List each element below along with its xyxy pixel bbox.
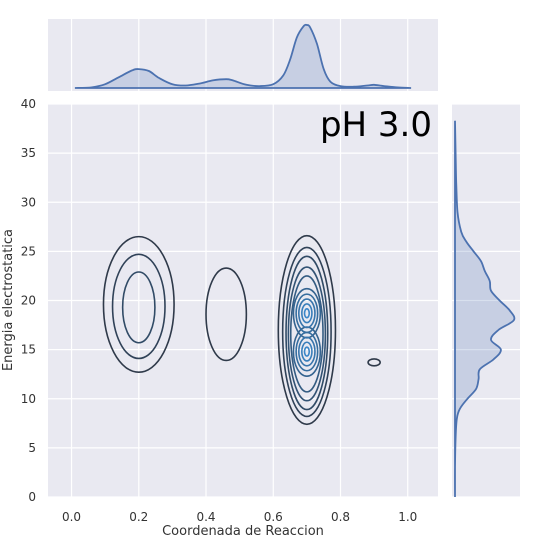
contour-line (301, 341, 313, 362)
y-tick-label: 35 (21, 146, 36, 160)
top-marginal-kde (74, 23, 412, 89)
y-tick-labels: 0 5 10 15 20 25 30 35 40 (21, 97, 36, 504)
right-marginal-grid (452, 103, 520, 498)
contour-line (287, 266, 327, 402)
x-tick-label: 0.6 (264, 510, 283, 524)
y-tick-label: 5 (28, 441, 36, 455)
contour-line (102, 235, 175, 374)
y-tick-label: 25 (21, 244, 36, 258)
x-tick-label: 0.0 (62, 510, 81, 524)
x-tick-label: 1.0 (398, 510, 417, 524)
contour-line (277, 234, 337, 426)
y-tick-label: 0 (28, 490, 36, 504)
ph-annotation: pH 3.0 (320, 105, 432, 145)
contour-line (303, 346, 311, 357)
contour-line (121, 271, 156, 344)
x-tick-label: 0.4 (196, 510, 215, 524)
y-tick-label: 10 (21, 392, 36, 406)
x-tick-label: 0.8 (331, 510, 350, 524)
top-marginal-panel (48, 19, 438, 91)
kde-contours (102, 234, 381, 426)
contour-line (301, 303, 313, 324)
y-axis-label: Energia electrostatica (1, 229, 16, 371)
top-marginal-grid (70, 19, 409, 91)
contour-line (205, 267, 248, 362)
contour-line (298, 298, 316, 329)
contour-line (281, 246, 332, 418)
y-tick-label: 30 (21, 195, 36, 209)
right-marginal-kde (454, 120, 516, 498)
y-tick-label: 20 (21, 294, 36, 308)
contour-line (298, 336, 316, 367)
x-tick-labels: 0.0 0.2 0.4 0.6 0.8 1.0 (62, 510, 417, 524)
contour-line (303, 308, 311, 319)
contour-line (111, 253, 166, 360)
contour-line (295, 331, 319, 372)
y-tick-label: 15 (21, 343, 36, 357)
y-tick-label: 40 (21, 97, 36, 111)
contour-line (285, 255, 329, 411)
contour-line (367, 358, 381, 367)
x-tick-label: 0.2 (129, 510, 148, 524)
x-axis-label: Coordenada de Reaccion (162, 524, 324, 539)
contour-line (289, 275, 324, 393)
